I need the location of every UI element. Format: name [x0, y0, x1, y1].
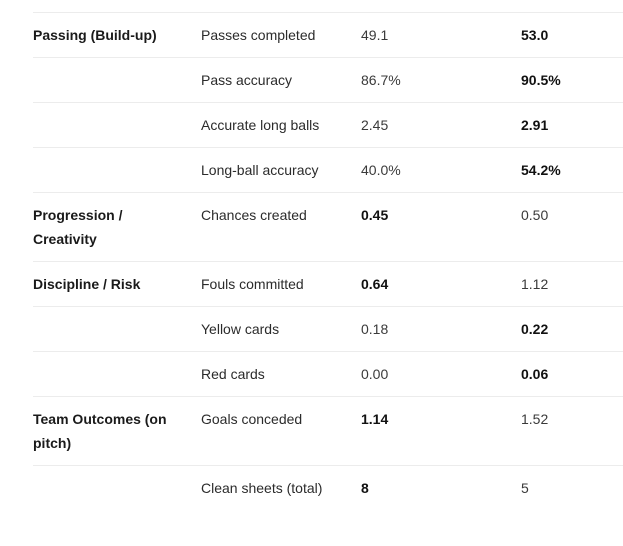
metric-cell: Accurate long balls	[201, 102, 361, 148]
value-a-cell: 1.14	[361, 396, 521, 466]
table-row: Long-ball accuracy 40.0% 54.2%	[33, 147, 623, 193]
metric-cell: Goals conceded	[201, 396, 361, 466]
value-a-cell: 86.7%	[361, 57, 521, 103]
category-cell: Passing (Build-up)	[33, 12, 201, 58]
category-cell	[33, 102, 201, 148]
metric-cell: Passes completed	[201, 12, 361, 58]
table-row: Clean sheets (total) 8 5	[33, 466, 623, 511]
metric-cell: Long-ball accuracy	[201, 147, 361, 193]
value-a-cell: 2.45	[361, 102, 521, 148]
category-cell: Discipline / Risk	[33, 261, 201, 307]
table-row: Accurate long balls 2.45 2.91	[33, 102, 623, 148]
category-cell	[33, 351, 201, 397]
table-row: Red cards 0.00 0.06	[33, 351, 623, 397]
table-row: Team Outcomes (on pitch) Goals conceded …	[33, 396, 623, 466]
value-b-cell: 0.06	[521, 351, 623, 397]
category-cell	[33, 147, 201, 193]
table-row: Yellow cards 0.18 0.22	[33, 306, 623, 352]
category-cell	[33, 57, 201, 103]
value-a-cell: 40.0%	[361, 147, 521, 193]
value-b-cell: 1.52	[521, 396, 623, 466]
value-a-cell: 0.00	[361, 351, 521, 397]
category-cell	[33, 466, 201, 511]
value-a-cell: 49.1	[361, 12, 521, 58]
value-b-cell: 53.0	[521, 12, 623, 58]
value-b-cell: 0.22	[521, 306, 623, 352]
category-cell: Progression / Creativity	[33, 192, 201, 262]
table-body: Passing (Build-up) Passes completed 49.1…	[33, 12, 623, 511]
value-b-cell: 0.50	[521, 192, 623, 262]
value-a-cell: 8	[361, 480, 369, 496]
metric-cell: Yellow cards	[201, 306, 361, 352]
metric-cell: Pass accuracy	[201, 57, 361, 103]
table-row: Passing (Build-up) Passes completed 49.1…	[33, 12, 623, 58]
metric-cell: Red cards	[201, 351, 361, 397]
value-a-cell: 0.64	[361, 261, 521, 307]
value-a-cell: 0.18	[361, 306, 521, 352]
value-a-cell: 0.45	[361, 192, 521, 262]
table-row: Discipline / Risk Fouls committed 0.64 1…	[33, 261, 623, 307]
value-b-cell: 54.2%	[521, 147, 623, 193]
metric-cell: Fouls committed	[201, 261, 361, 307]
value-b-cell: 2.91	[521, 102, 623, 148]
table-row: Pass accuracy 86.7% 90.5%	[33, 57, 623, 103]
value-b-cell: 1.12	[521, 261, 623, 307]
metric-cell: Clean sheets (total)	[201, 480, 323, 496]
metric-cell: Chances created	[201, 192, 361, 262]
value-b-cell: 90.5%	[521, 57, 623, 103]
value-b-cell: 5	[521, 480, 529, 496]
category-cell	[33, 306, 201, 352]
table-row: Progression / Creativity Chances created…	[33, 192, 623, 262]
stats-comparison-table: Passing (Build-up) Passes completed 49.1…	[33, 12, 623, 510]
category-cell: Team Outcomes (on pitch)	[33, 396, 201, 466]
